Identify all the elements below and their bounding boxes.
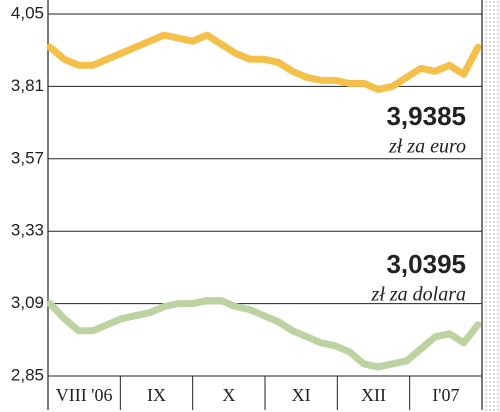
annotation-label: zł za dolara	[371, 284, 466, 306]
y-tick-label: 4,05	[11, 3, 44, 22]
y-tick-label: 3,57	[11, 148, 44, 167]
y-tick-label: 3,09	[11, 293, 44, 312]
annotation-value: 3,0395	[386, 249, 466, 279]
series-line	[46, 297, 482, 371]
y-tick-label: 2,85	[11, 365, 44, 384]
x-tick-label: I'07	[432, 385, 459, 405]
y-tick-label: 3,33	[11, 221, 44, 240]
x-tick-label: IX	[147, 385, 166, 405]
x-tick-label: XII	[361, 385, 386, 405]
x-tick-label: XI	[292, 385, 311, 405]
decor-strip	[484, 0, 500, 412]
x-tick-label: X	[222, 385, 235, 405]
annotation-label: zł za euro	[388, 136, 466, 158]
series-line	[46, 31, 482, 93]
annotation-value: 3,9385	[386, 101, 466, 131]
y-tick-label: 3,81	[11, 76, 44, 95]
x-tick-label: VIII '06	[56, 385, 113, 405]
